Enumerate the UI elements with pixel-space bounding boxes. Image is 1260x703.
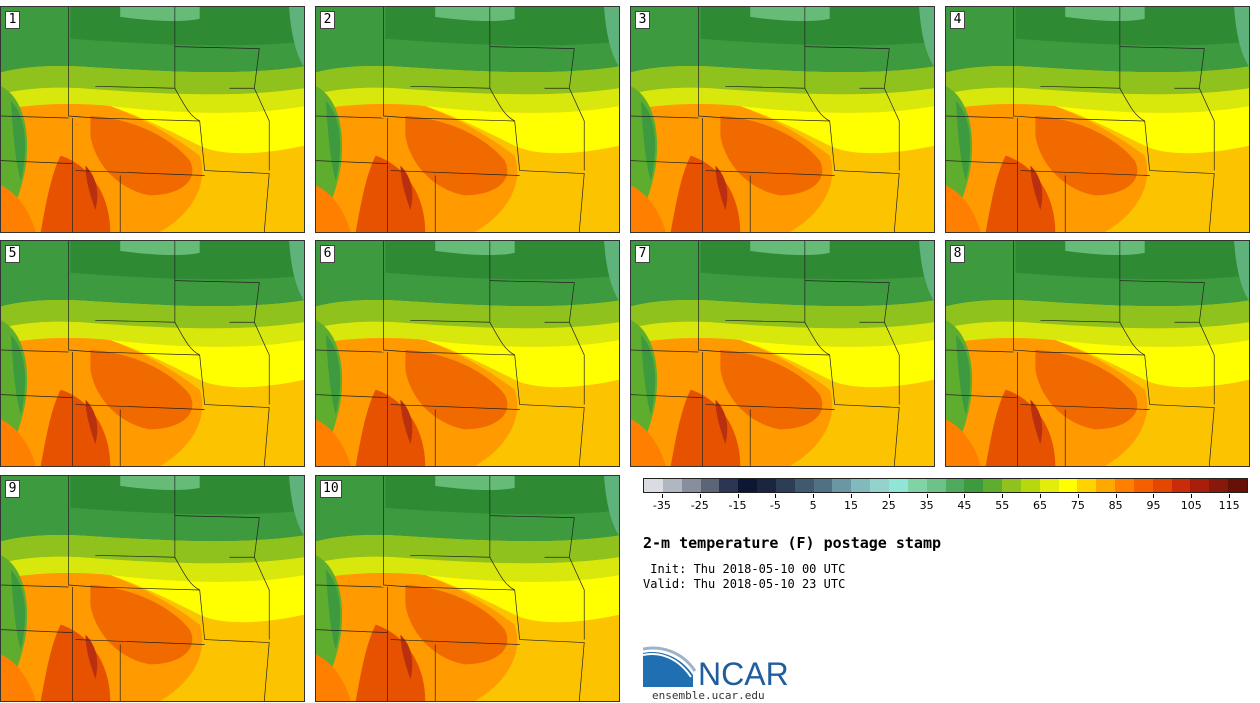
colorbar-swatch xyxy=(1115,479,1134,492)
colorbar-swatch xyxy=(700,479,720,492)
member-panel: 7 xyxy=(630,240,935,467)
logo-url: ensemble.ucar.edu xyxy=(652,689,765,702)
colorbar-swatch xyxy=(719,479,739,492)
member-number: 5 xyxy=(5,245,20,263)
colorbar-swatch xyxy=(1209,479,1229,492)
colorbar-tick xyxy=(964,494,966,498)
colorbar-tick-label: 45 xyxy=(957,499,972,512)
colorbar-swatch xyxy=(888,479,908,492)
colorbar-tick-label: 65 xyxy=(1033,499,1048,512)
colorbar-tick-label: 55 xyxy=(995,499,1010,512)
colorbar-tick-label: 115 xyxy=(1218,499,1240,512)
colorbar-tick-label: -5 xyxy=(769,499,781,512)
colorbar-tick xyxy=(1191,494,1193,498)
colorbar-tick xyxy=(1229,494,1231,498)
member-panel: 9 xyxy=(0,475,305,702)
temperature-colorbar xyxy=(643,478,1248,493)
member-number: 6 xyxy=(320,245,335,263)
colorbar-swatch xyxy=(1020,479,1040,492)
svg-text:NCAR: NCAR xyxy=(698,656,789,690)
member-panel: 3 xyxy=(630,6,935,233)
colorbar-tick-label: 75 xyxy=(1070,499,1085,512)
colorbar-tick-label: 15 xyxy=(843,499,858,512)
colorbar-swatch xyxy=(1152,479,1172,492)
colorbar-swatch xyxy=(1171,479,1191,492)
member-panel: 6 xyxy=(315,240,620,467)
colorbar-tick xyxy=(850,494,852,498)
colorbar-tick xyxy=(1077,494,1079,498)
member-number: 7 xyxy=(635,245,650,263)
colorbar-swatch xyxy=(983,479,1003,492)
colorbar-swatch xyxy=(907,479,927,492)
colorbar-swatch xyxy=(813,479,833,492)
colorbar-swatch xyxy=(851,479,871,492)
colorbar-tick-label: -25 xyxy=(690,499,709,512)
colorbar-tick-label: 5 xyxy=(809,499,817,512)
colorbar-swatch xyxy=(662,479,682,492)
colorbar-tick xyxy=(813,494,815,498)
plot-title: 2-m temperature (F) postage stamp xyxy=(643,534,942,552)
colorbar-swatch xyxy=(1077,479,1097,492)
colorbar-tick xyxy=(775,494,777,498)
colorbar-swatch xyxy=(738,479,758,492)
colorbar-swatch xyxy=(1039,479,1059,492)
colorbar-swatch xyxy=(775,479,795,492)
member-panel: 10 xyxy=(315,475,620,702)
colorbar-tick-label: 95 xyxy=(1146,499,1161,512)
member-panel: 1 xyxy=(0,6,305,233)
colorbar-tick xyxy=(661,494,663,498)
colorbar-swatch xyxy=(870,479,889,492)
init-time: Init: Thu 2018-05-10 00 UTC xyxy=(643,562,846,576)
member-number: 3 xyxy=(635,11,650,29)
member-panel: 5 xyxy=(0,240,305,467)
colorbar-swatch xyxy=(794,479,814,492)
colorbar-tick-label: 25 xyxy=(881,499,896,512)
member-number: 10 xyxy=(320,480,342,498)
member-panel: 2 xyxy=(315,6,620,233)
colorbar-tick xyxy=(1002,494,1004,498)
member-panel: 8 xyxy=(945,240,1250,467)
colorbar-swatch xyxy=(1096,479,1116,492)
colorbar-swatch xyxy=(681,479,701,492)
colorbar-swatch xyxy=(832,479,852,492)
colorbar-tick xyxy=(926,494,928,498)
colorbar-swatch xyxy=(757,479,776,492)
member-number: 8 xyxy=(950,245,965,263)
colorbar-tick xyxy=(1115,494,1117,498)
colorbar-swatch xyxy=(964,479,984,492)
colorbar-swatch xyxy=(926,479,946,492)
ncar-logo-icon: NCAR xyxy=(643,646,789,690)
member-panel: 4 xyxy=(945,6,1250,233)
member-number: 1 xyxy=(5,11,20,29)
member-number: 2 xyxy=(320,11,335,29)
colorbar-swatch xyxy=(1190,479,1210,492)
colorbar-tick xyxy=(737,494,739,498)
colorbar-swatch xyxy=(1133,479,1153,492)
colorbar-tick-label: 35 xyxy=(919,499,934,512)
colorbar-tick-label: 105 xyxy=(1180,499,1202,512)
valid-time: Valid: Thu 2018-05-10 23 UTC xyxy=(643,577,846,591)
colorbar-tick-label: -35 xyxy=(652,499,671,512)
colorbar-swatch xyxy=(1058,479,1078,492)
colorbar-swatch xyxy=(1228,479,1247,492)
colorbar-swatch xyxy=(945,479,965,492)
colorbar-ticks: -35 -25 -15 -5 5 15 25 35 45 55 65 75 85 95 105 115 xyxy=(643,494,1248,518)
colorbar-tick xyxy=(699,494,701,498)
colorbar-tick-label: 85 xyxy=(1108,499,1123,512)
colorbar-swatch xyxy=(1002,479,1021,492)
member-number: 9 xyxy=(5,480,20,498)
member-number: 4 xyxy=(950,11,965,29)
colorbar-tick xyxy=(888,494,890,498)
colorbar-tick xyxy=(1040,494,1042,498)
colorbar-swatch xyxy=(644,479,663,492)
colorbar-tick xyxy=(1153,494,1155,498)
colorbar-tick-label: -15 xyxy=(728,499,747,512)
